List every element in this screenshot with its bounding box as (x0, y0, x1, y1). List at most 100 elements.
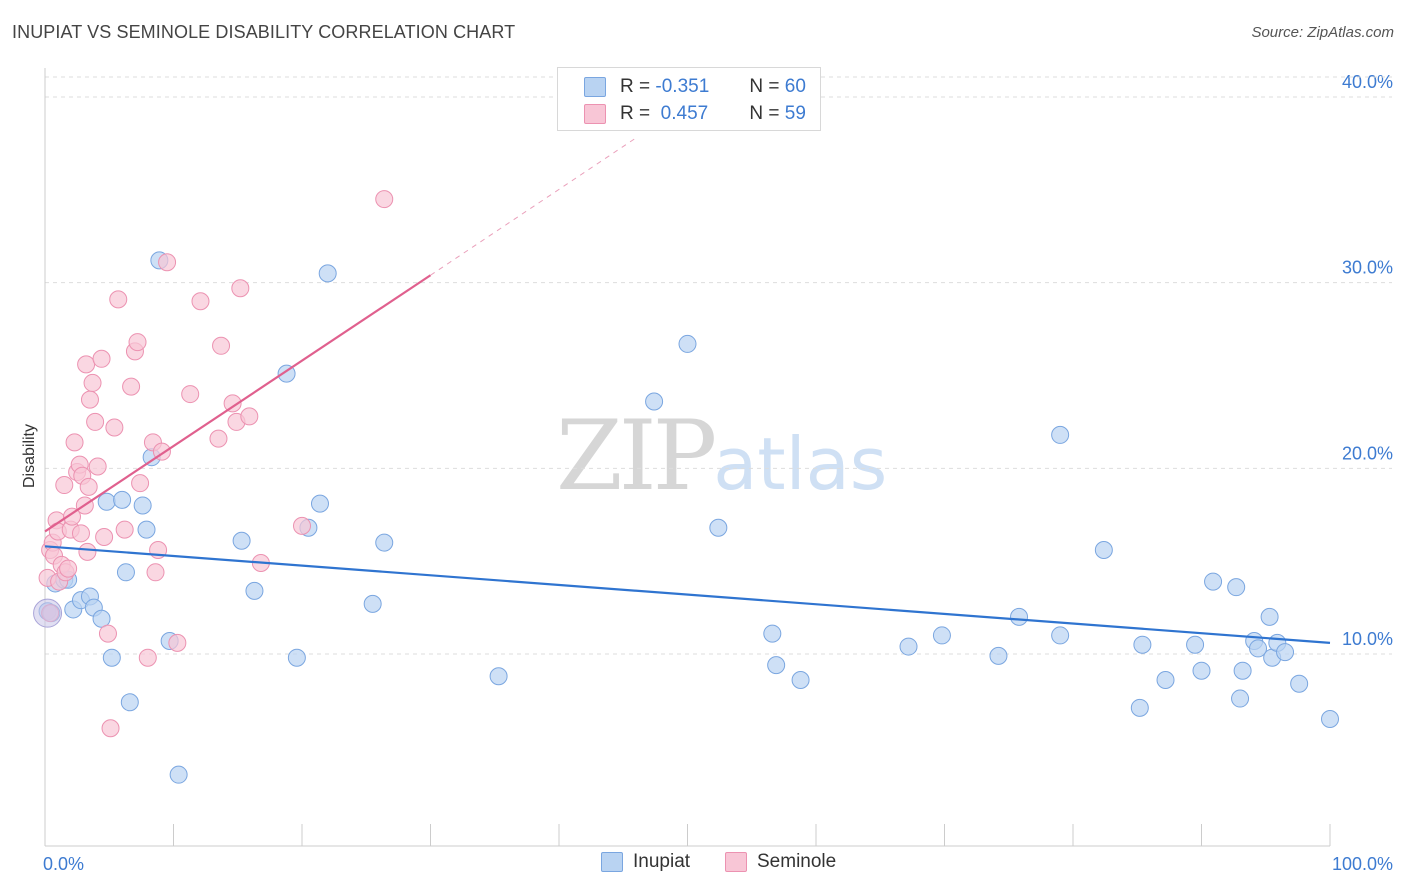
source-credit: Source: ZipAtlas.com (1251, 24, 1394, 41)
y-tick-label: 40.0% (1342, 72, 1393, 92)
legend-item-inupiat[interactable]: Inupiat (601, 851, 690, 873)
inupiat-point (1186, 635, 1205, 654)
inupiat-point (102, 648, 121, 667)
seminole-legend-swatch (725, 852, 747, 872)
seminole-point (101, 719, 120, 738)
inupiat-point (133, 496, 152, 515)
inupiat-point (1133, 635, 1152, 654)
x-tick-label: 100.0% (1332, 854, 1393, 874)
seminole-point (105, 418, 124, 437)
inupiat-point (1227, 578, 1246, 597)
seminole-point (158, 253, 177, 272)
inupiat-legend-label: Inupiat (633, 851, 691, 872)
inupiat-point (120, 693, 139, 712)
seminole-point (168, 633, 187, 652)
inupiat-point (1094, 541, 1113, 560)
y-axis-label: Disability (21, 424, 38, 488)
inupiat-point (1130, 698, 1149, 717)
seminole-point (79, 477, 98, 496)
seminole-point (138, 648, 157, 667)
seminole-r-label: R = (620, 103, 651, 124)
seminole-legend-label: Seminole (757, 851, 837, 872)
seminole-point (65, 433, 84, 452)
seminole-point (86, 412, 105, 431)
seminole-point (128, 333, 147, 352)
inupiat-point (318, 264, 337, 283)
legend-row-seminole: R = 0.457 N = 59 (584, 102, 806, 126)
inupiat-point (137, 520, 156, 539)
overlap-point (33, 598, 63, 628)
inupiat-swatch (584, 77, 606, 97)
inupiat-point (287, 648, 306, 667)
inupiat-point (232, 531, 251, 550)
legend-item-seminole[interactable]: Seminole (725, 851, 836, 873)
chart-title: INUPIAT VS SEMINOLE DISABILITY CORRELATI… (12, 22, 516, 42)
seminole-point (71, 524, 90, 543)
seminole-point (115, 520, 134, 539)
seminole-swatch (584, 104, 606, 124)
seminole-point (240, 407, 259, 426)
seminole-point (181, 385, 200, 404)
inupiat-point (97, 492, 116, 511)
inupiat-point (245, 581, 264, 600)
legend-row-inupiat: R = -0.351 N = 60 (584, 75, 806, 99)
inupiat-point (1260, 607, 1279, 626)
inupiat-point (1249, 639, 1268, 658)
seminole-point (209, 429, 228, 448)
seminole-point (78, 542, 97, 561)
inupiat-point (1290, 674, 1309, 693)
inupiat-point (932, 626, 951, 645)
inupiat-point (113, 490, 132, 509)
inupiat-point (489, 667, 508, 686)
seminole-point (191, 292, 210, 311)
seminole-point (95, 528, 114, 547)
y-tick-label: 10.0% (1342, 629, 1393, 649)
inupiat-point (1231, 689, 1250, 708)
seminole-point (59, 559, 78, 578)
seminole-point (55, 476, 74, 495)
seminole-point (146, 563, 165, 582)
seminole-point (88, 457, 107, 476)
inupiat-point (310, 494, 329, 513)
seminole-point (223, 394, 242, 413)
inupiat-point (791, 670, 810, 689)
inupiat-point (678, 334, 697, 353)
seminole-point (80, 390, 99, 409)
series-legend: Inupiat Seminole (0, 851, 1406, 879)
inupiat-point (277, 364, 296, 383)
inupiat-point (363, 594, 382, 613)
seminole-r-value: 0.457 (655, 103, 709, 124)
seminole-n-label: N = (749, 103, 780, 124)
inupiat-point (645, 392, 664, 411)
seminole-point (83, 373, 102, 392)
inupiat-point (1010, 607, 1029, 626)
seminole-point (212, 336, 231, 355)
seminole-point (62, 507, 81, 526)
inupiat-point (169, 765, 188, 784)
inupiat-point (1204, 572, 1223, 591)
inupiat-point (116, 563, 135, 582)
inupiat-point (92, 609, 111, 628)
inupiat-legend-swatch (601, 852, 623, 872)
y-tick-label: 30.0% (1342, 258, 1393, 278)
inupiat-trendline (44, 545, 1331, 644)
seminole-point (122, 377, 141, 396)
x-tick-label: 0.0% (43, 854, 84, 874)
inupiat-point (1321, 709, 1339, 728)
inupiat-point (899, 637, 918, 656)
inupiat-r-value: -0.351 (655, 76, 710, 97)
seminole-point (109, 290, 128, 309)
inupiat-point (1051, 626, 1070, 645)
seminole-n-value: 59 (784, 103, 806, 124)
inupiat-point (989, 646, 1008, 665)
seminole-point (231, 279, 250, 298)
seminole-point (131, 474, 150, 493)
seminole-point (77, 355, 96, 374)
inupiat-n-label: N = (749, 76, 780, 97)
inupiat-point (1192, 661, 1211, 680)
inupiat-point (1051, 425, 1070, 444)
seminole-trendline (44, 274, 432, 533)
inupiat-point (763, 624, 782, 643)
inupiat-point (767, 656, 786, 675)
